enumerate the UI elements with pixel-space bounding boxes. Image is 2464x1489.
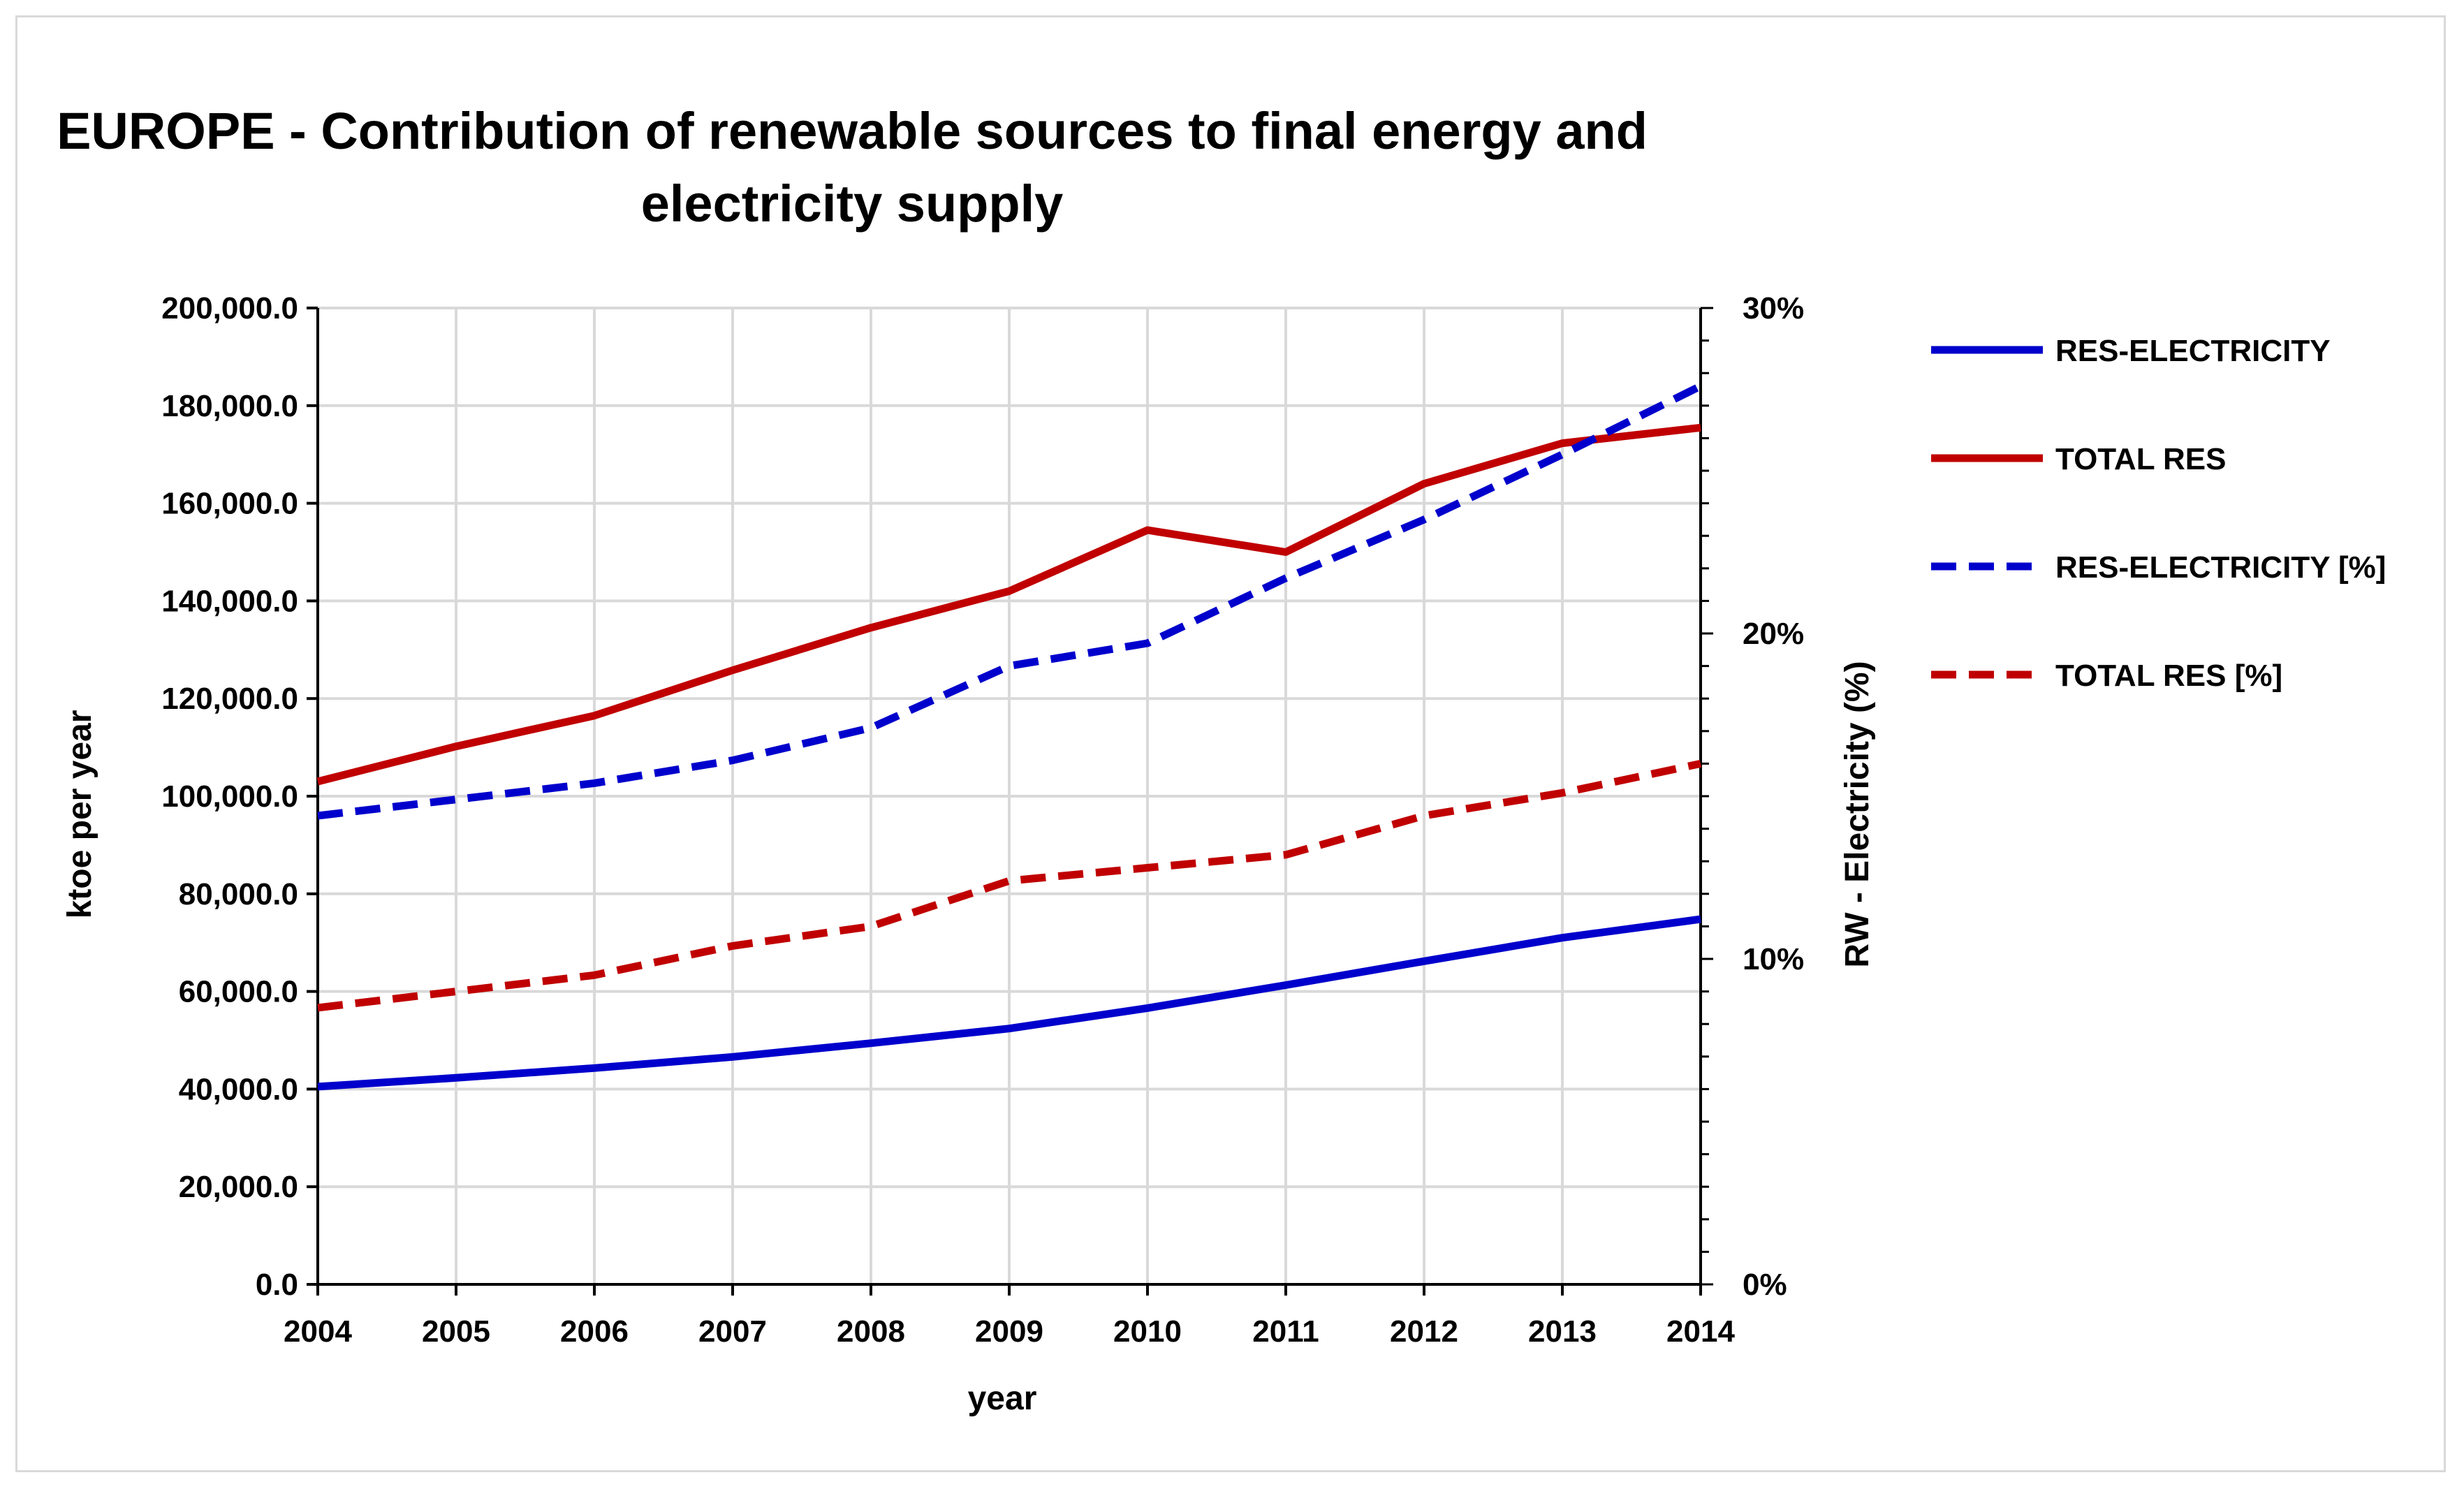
x-tick-label: 2007 (698, 1314, 767, 1349)
legend: RES-ELECTRICITY TOTAL RES RES-ELECTRICITY … (1931, 334, 2386, 693)
y2-tick-label: 30% (1743, 291, 1804, 325)
legend-label: TOTAL RES (2055, 442, 2226, 476)
y-tick-label: 100,000.0 (161, 779, 298, 814)
y-tick-label: 40,000.0 (179, 1072, 298, 1106)
legend-label: RES-ELECTRICITY (2055, 334, 2331, 368)
series-line-total-res (316, 423, 1701, 786)
x-tick-label: 2005 (422, 1314, 490, 1349)
y-tick-label: 120,000.0 (161, 682, 298, 716)
x-tick-label: 2013 (1528, 1314, 1597, 1349)
x-tick-label: 2014 (1666, 1314, 1735, 1349)
series-line-res-electricity (317, 915, 1701, 1091)
x-tick-label: 2009 (975, 1314, 1043, 1349)
x-tick-label: 2010 (1113, 1314, 1182, 1349)
y-tick-label: 200,000.0 (161, 291, 298, 325)
y2-tick-label: 20% (1743, 617, 1804, 651)
y2-axis-title: RW - Electricity (%) (1839, 661, 1876, 967)
axes (307, 307, 1713, 1296)
x-tick-label: 2008 (837, 1314, 905, 1349)
y2-tick-label: 10% (1743, 942, 1804, 976)
chart-title-line1: EUROPE - Contribution of renewable sourc… (57, 102, 1648, 160)
series-lines (316, 382, 1703, 1091)
x-axis-title: year (968, 1380, 1037, 1417)
series-line-res-electricity (317, 382, 1703, 820)
x-tick-label: 2012 (1390, 1314, 1458, 1349)
series-line-total-res (317, 760, 1702, 1012)
chart-frame: EUROPE - Contribution of renewable sourc… (15, 15, 2446, 1472)
legend-label: RES-ELECTRICITY [%] (2055, 550, 2386, 585)
gridlines (318, 307, 1702, 1284)
y-tick-label: 160,000.0 (161, 487, 298, 521)
y2-tick-label: 0% (1743, 1268, 1787, 1302)
chart-canvas: EUROPE - Contribution of renewable sourc… (57, 102, 2386, 1417)
tick-labels: 0.0 20,000.0 40,000.0 60,000.0 80,000.0 100,0… (161, 291, 1804, 1349)
y-tick-label: 140,000.0 (161, 584, 298, 618)
y-tick-label: 180,000.0 (161, 389, 298, 423)
chart-title-line2: electricity supply (641, 175, 1064, 233)
y-tick-label: 20,000.0 (179, 1170, 298, 1204)
x-tick-label: 2006 (560, 1314, 629, 1349)
y-tick-label: 80,000.0 (179, 877, 298, 911)
y-tick-label: 60,000.0 (179, 975, 298, 1009)
x-tick-label: 2004 (284, 1314, 352, 1349)
x-tick-label: 2011 (1252, 1314, 1319, 1349)
legend-label: TOTAL RES [%] (2055, 659, 2282, 693)
y-axis-title: ktoe per year (61, 710, 98, 919)
y-tick-label: 0.0 (256, 1268, 298, 1302)
